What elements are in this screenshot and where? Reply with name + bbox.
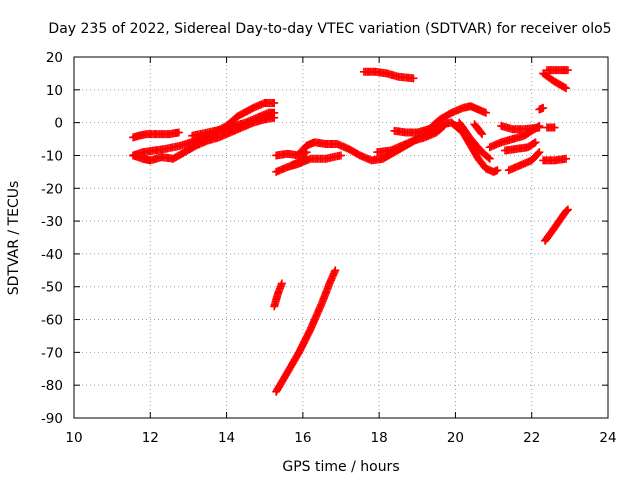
- data-marks: [129, 66, 572, 396]
- data-series: [504, 148, 544, 175]
- data-point: [438, 123, 447, 132]
- data-point: [493, 166, 502, 175]
- data-point: [539, 103, 548, 112]
- chart-title: Day 235 of 2022, Sidereal Day-to-day VTE…: [48, 21, 611, 37]
- data-point: [481, 108, 490, 117]
- data-series: [373, 121, 448, 157]
- data-series: [501, 138, 540, 155]
- data-point: [337, 151, 345, 160]
- data-point: [439, 121, 448, 130]
- y-tick-label: -40: [41, 247, 63, 263]
- x-tick-label: 18: [371, 430, 388, 446]
- data-series: [129, 98, 279, 160]
- data-point: [534, 149, 543, 158]
- x-tick-label: 24: [599, 430, 616, 446]
- data-series: [470, 120, 487, 139]
- data-point: [174, 128, 183, 137]
- data-point: [562, 84, 571, 93]
- y-tick-label: 20: [46, 50, 63, 66]
- data-point: [563, 205, 572, 214]
- data-point: [550, 123, 559, 132]
- y-tick-label: 10: [46, 83, 63, 99]
- data-point: [270, 108, 279, 117]
- y-tick-label: -20: [41, 181, 63, 197]
- y-axis-label: SDTVAR / TECUs: [6, 181, 22, 296]
- data-point: [302, 154, 311, 163]
- grid: [74, 57, 608, 418]
- x-tick-label: 10: [65, 430, 82, 446]
- data-series: [497, 121, 544, 134]
- data-series: [542, 66, 572, 75]
- data-point: [563, 66, 572, 75]
- data-point: [531, 138, 540, 147]
- y-tick-label: 0: [54, 116, 63, 132]
- y-tick-label: -70: [41, 345, 63, 361]
- data-point: [485, 154, 494, 163]
- data-point: [331, 266, 340, 275]
- data-series: [188, 108, 279, 140]
- data-series: [455, 118, 494, 163]
- plot-frame: [73, 56, 609, 419]
- y-tick-label: -90: [41, 411, 63, 427]
- x-tick-label: 16: [294, 430, 311, 446]
- data-point: [562, 154, 571, 163]
- data-series: [542, 123, 559, 132]
- data-point: [478, 130, 487, 139]
- y-tick-label: -80: [41, 378, 63, 394]
- x-tick-label: 20: [447, 430, 464, 446]
- data-point: [484, 153, 493, 162]
- data-series: [539, 69, 571, 93]
- x-axis-label: GPS time / hours: [282, 459, 399, 475]
- x-tick-label: 14: [218, 430, 235, 446]
- data-point: [530, 139, 539, 148]
- y-tick-label: -10: [41, 148, 63, 164]
- data-series: [539, 154, 571, 165]
- data-point: [535, 148, 544, 157]
- data-point: [277, 279, 286, 288]
- data-point: [562, 206, 571, 215]
- data-point: [409, 74, 418, 83]
- data-series: [270, 279, 286, 311]
- data-series: [287, 154, 311, 170]
- data-point: [477, 128, 486, 137]
- x-tick-label: 22: [523, 430, 540, 446]
- data-series: [541, 205, 572, 245]
- data-series: [428, 102, 490, 130]
- y-tick-label: -30: [41, 214, 63, 230]
- data-point: [535, 123, 544, 132]
- axis-ticks: 10 12 14 16 18 20 22 24 20 10 0 -10 -20 -30 -40 -50 -60 -…: [41, 50, 617, 446]
- data-series: [129, 128, 183, 142]
- data-point: [270, 98, 279, 107]
- y-tick-label: -50: [41, 280, 63, 296]
- data-series: [359, 67, 418, 83]
- data-series: [272, 266, 340, 396]
- data-series: [535, 103, 548, 114]
- x-tick-label: 12: [142, 430, 159, 446]
- y-tick-label: -60: [41, 313, 63, 329]
